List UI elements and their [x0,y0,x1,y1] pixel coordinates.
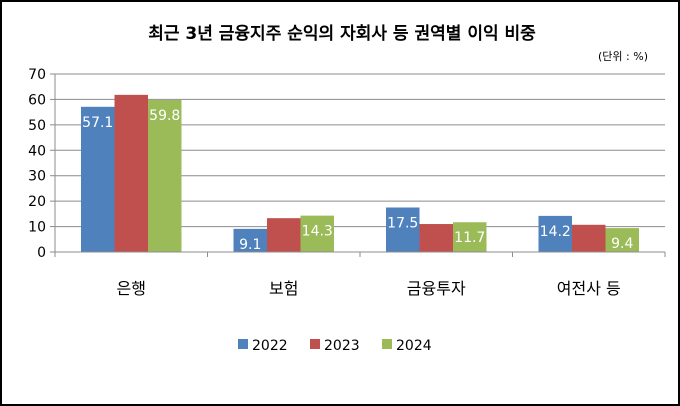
data-label: 59.8 [149,108,180,124]
bar-2024-1 [300,215,334,252]
bar-2024-2 [453,222,487,252]
y-tick-label: 50 [28,118,46,134]
bar-2023-0 [114,94,148,252]
x-category-label: 은행 [117,279,146,298]
data-label: 14.2 [540,224,571,240]
data-label: 9.1 [239,237,261,253]
legend-swatch-2023 [310,339,320,349]
bar-2022-1 [233,228,267,252]
y-tick-label: 40 [28,143,46,159]
y-tick-label: 20 [28,194,46,210]
y-tick-label: 10 [28,220,46,236]
data-label: 11.7 [454,230,485,246]
bar-2023-3 [572,224,606,252]
chart-title: 최근 3년 금융지주 순익의 자회사 등 권역별 이익 비중 [148,24,536,44]
y-tick-label: 70 [28,67,46,83]
bar-2024-0 [148,99,182,253]
data-label: 9.4 [611,236,633,252]
bar-2022-0 [81,106,115,252]
bar-2022-2 [386,207,420,252]
legend: 2022 2023 2024 [238,338,432,354]
data-label: 14.3 [302,224,333,240]
bar-2024-3 [605,228,639,252]
legend-label: 2022 [252,338,288,354]
bars: 57.1 59.8 9.1 14.3 17.5 11.7 14.2 9.4 [81,94,639,253]
x-category-label: 보험 [269,279,298,298]
legend-swatch-2022 [238,339,248,349]
x-category-label: 여전사 등 [557,279,621,298]
legend-label: 2023 [324,338,360,354]
y-tick-label: 30 [28,169,46,185]
legend-swatch-2024 [382,339,392,349]
unit-note: (단위 : %) [598,50,648,63]
bar-2023-1 [267,218,301,252]
data-label: 17.5 [387,216,418,232]
data-label: 57.1 [82,115,113,131]
axes: 0 10 20 30 40 50 60 70 은행 보험 금융투자 여전사 등 [28,67,666,298]
y-tick-label: 60 [28,92,46,108]
y-tick-label: 0 [37,245,46,261]
legend-label: 2024 [396,338,432,354]
x-category-label: 금융투자 [407,279,466,298]
bar-2022-3 [538,215,572,252]
bar-2023-2 [419,224,453,252]
